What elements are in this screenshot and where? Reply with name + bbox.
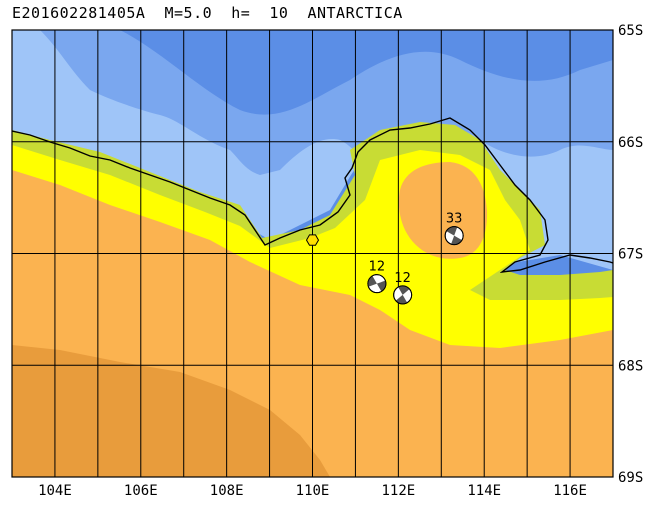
coordinate-grid — [12, 30, 613, 477]
latitude-tick-label: 68S — [618, 358, 643, 374]
latitude-tick-label: 67S — [618, 247, 643, 263]
longitude-axis: 104E 106E 108E 110E 112E 114E 116E — [38, 483, 587, 499]
latitude-axis: 65S 66S 67S 68S 69S — [618, 23, 643, 486]
latitude-tick-label: 69S — [618, 470, 643, 486]
mechanism-depth-label: 33 — [446, 212, 463, 227]
hexagon-epicenter-icon — [305, 234, 320, 246]
longitude-tick-label: 112E — [381, 483, 415, 499]
longitude-tick-label: 104E — [38, 483, 72, 499]
longitude-tick-label: 106E — [124, 483, 158, 499]
longitude-tick-label: 108E — [210, 483, 244, 499]
map-title: E201602281405A M=5.0 h= 10 ANTARCTICA — [12, 4, 403, 22]
focal-mechanism-layer: 33 12 12 — [367, 212, 464, 305]
orange-plateau-region — [398, 162, 488, 259]
longitude-tick-label: 116E — [553, 483, 587, 499]
dark-orange-interior-region — [12, 345, 330, 477]
focal-mechanism-icon — [393, 285, 413, 305]
longitude-tick-label: 114E — [467, 483, 501, 499]
mechanism-depth-label: 12 — [369, 260, 386, 275]
focal-mechanism-icon — [444, 226, 464, 246]
mechanism-depth-label: 12 — [394, 271, 411, 286]
latitude-tick-label: 65S — [618, 23, 643, 39]
longitude-tick-label: 110E — [296, 483, 330, 499]
latitude-tick-label: 66S — [618, 135, 643, 151]
focal-mechanism-icon — [367, 274, 387, 294]
map-area: 33 12 12 — [12, 30, 613, 477]
map-frame — [11, 29, 614, 478]
